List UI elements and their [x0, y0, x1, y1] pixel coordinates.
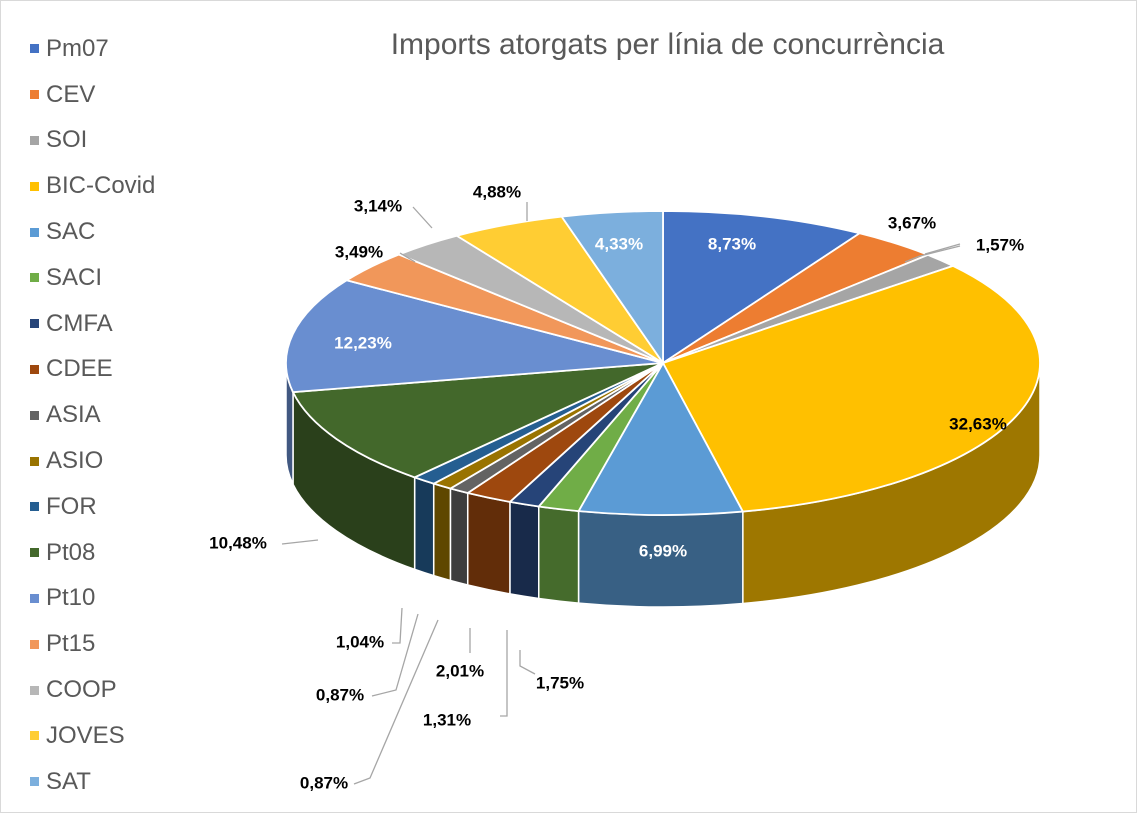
legend-item-cmfa: CMFA [30, 301, 210, 347]
legend-item-bic-covid: BIC-Covid [30, 163, 210, 209]
data-label-asio: 0,87% [316, 685, 364, 704]
pie-slice-bic-covid [661, 264, 1041, 513]
legend-label: Pm07 [46, 34, 109, 62]
legend-marker [30, 456, 39, 466]
legend-item-asio: ASIO [30, 438, 210, 484]
legend-marker [30, 502, 39, 512]
legend-item-coop: COOP [30, 667, 210, 713]
leader-line-pt08 [281, 539, 319, 545]
legend-label: SACI [46, 263, 103, 291]
legend-marker [30, 319, 39, 329]
data-label-sat: 4,33% [595, 234, 643, 253]
legend-item-pm07: Pm07 [30, 26, 210, 72]
pie-side-asio [432, 482, 452, 582]
pie-sides [285, 362, 1041, 608]
data-label-cmfa: 1,31% [423, 710, 471, 729]
data-label-pt15: 3,49% [335, 242, 383, 261]
pie-side-cmfa [509, 501, 540, 600]
legend-marker [30, 410, 39, 420]
data-label-pm07: 8,73% [708, 234, 756, 253]
pie-side-for [413, 476, 435, 577]
legend-label: CDEE [46, 355, 113, 383]
legend-label: JOVES [46, 721, 125, 749]
data-label-for: 1,04% [336, 632, 384, 651]
data-label-cev: 3,67% [888, 213, 936, 232]
legend-label: ASIO [46, 447, 104, 475]
legend-label: Pt10 [46, 584, 96, 612]
legend-item-sac: SAC [30, 209, 210, 255]
legend-marker [30, 90, 39, 100]
chart-title: Imports atorgats per línia de concurrènc… [390, 28, 945, 61]
leader-line-asia [353, 619, 439, 785]
legend-item-asia: ASIA [30, 392, 210, 438]
legend-label: ASIA [46, 401, 101, 429]
legend-marker [30, 685, 39, 695]
leader-line-saci [519, 650, 536, 675]
data-label-soi: 1,57% [976, 235, 1024, 254]
legend-marker [30, 44, 39, 54]
legend-item-sat: SAT [30, 759, 210, 805]
pie-side-asia [449, 487, 469, 586]
pie-side-cdee [466, 492, 511, 595]
pie-slice-pm07 [662, 210, 862, 365]
pie-slice-pt08 [291, 362, 664, 479]
pie-top [285, 210, 1041, 516]
pie-slice-sat [560, 210, 664, 366]
data-label-pt10: 12,23% [334, 333, 392, 352]
pie-slice-sac [577, 361, 745, 516]
legend-label: SAT [46, 767, 91, 795]
data-label-saci: 1,75% [536, 673, 584, 692]
legend-item-pt10: Pt10 [30, 576, 210, 622]
legend-item-cdee: CDEE [30, 347, 210, 393]
legend-item-cev: CEV [30, 72, 210, 118]
legend-label: BIC-Covid [46, 172, 156, 200]
data-label-cdee: 2,01% [436, 661, 484, 680]
legend-marker [30, 181, 39, 191]
legend-label: CMFA [46, 309, 113, 337]
legend-item-pt08: Pt08 [30, 530, 210, 576]
leader-line-cmfa [500, 630, 508, 717]
data-label-joves: 4,88% [473, 182, 521, 201]
legend-item-for: FOR [30, 484, 210, 530]
legend-marker [30, 731, 39, 741]
legend-marker [30, 135, 39, 145]
legend-item-pt15: Pt15 [30, 621, 210, 667]
pie-side-saci [537, 505, 580, 604]
legend-label: SOI [46, 126, 88, 154]
legend-marker [30, 227, 39, 237]
legend-label: FOR [46, 492, 97, 520]
leader-line-for [392, 607, 403, 644]
legend-marker [30, 777, 39, 787]
legend-item-joves: JOVES [30, 713, 210, 759]
data-label-pt08: 10,48% [209, 533, 267, 552]
legend-item-saci: SACI [30, 255, 210, 301]
pie-labels: 8,73% 3,67% 1,57% 32,63% 6,99% 1,75% 1,31% 2,01… [209, 182, 1024, 792]
legend-label: COOP [46, 676, 117, 704]
pie-slice-pt10 [285, 279, 664, 394]
legend-marker [30, 364, 39, 374]
legend-label: SAC [46, 218, 96, 246]
leader-line-asio [371, 613, 419, 697]
data-label-bic-covid: 32,63% [949, 414, 1007, 433]
leader-line-soi [904, 245, 961, 263]
legend-label: Pt15 [46, 630, 96, 658]
leader-line-cev [924, 243, 961, 255]
legend-marker [30, 593, 39, 603]
data-label-asia: 0,87% [300, 773, 348, 792]
legend: Pm07 CEV SOI BIC-Covid SAC SACI CMFA CDEE ASIA AS… [30, 26, 210, 805]
legend-marker [30, 639, 39, 649]
leader-line-pt15 [399, 252, 416, 263]
legend-marker [30, 548, 39, 558]
legend-item-soi: SOI [30, 118, 210, 164]
legend-label: Pt08 [46, 538, 96, 566]
legend-marker [30, 273, 39, 283]
legend-label: CEV [46, 80, 96, 108]
data-label-sac: 6,99% [639, 541, 687, 560]
leader-line-coop [412, 206, 433, 229]
data-label-coop: 3,14% [354, 196, 402, 215]
